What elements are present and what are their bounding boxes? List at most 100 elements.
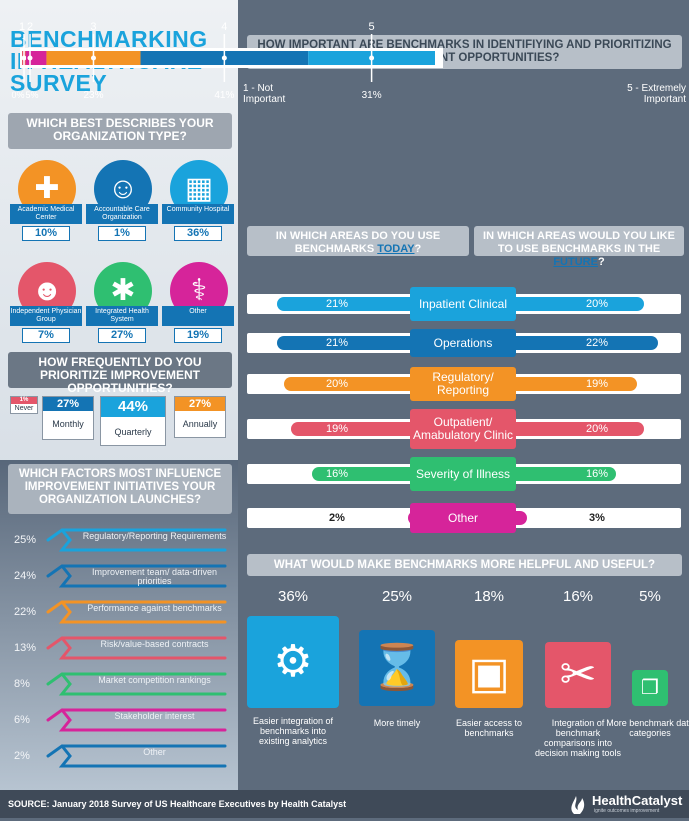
helpful-label: More timely <box>373 718 421 728</box>
importance-pct-label: 0% <box>11 90 24 100</box>
future-bar <box>506 336 658 350</box>
importance-marker-dot <box>369 55 375 61</box>
today-pct: 20% <box>325 378 349 390</box>
factor-pct: 24% <box>14 570 37 582</box>
org-type-question: WHICH BEST DESCRIBES YOUR ORGANIZATION T… <box>8 113 232 149</box>
helpful-label: Easier access to benchmarks <box>455 718 523 738</box>
importance-pct-label: 5% <box>25 90 38 100</box>
today-bar <box>277 336 422 350</box>
today-question-text: IN WHICH AREAS DO YOU USE BENCHMARKS <box>275 230 441 255</box>
org-type-label: Integrated Health System <box>86 306 158 326</box>
org-type-pct: 19% <box>174 328 222 343</box>
today-pct: 2% <box>329 512 345 524</box>
calendar-monthly: 27% Monthly <box>42 396 94 440</box>
today-bar <box>311 467 422 481</box>
factor-pct: 2% <box>14 750 30 762</box>
documents-icon: ❐ <box>632 670 668 706</box>
calendar-pct: 1% <box>11 397 37 404</box>
importance-rating-label: 2 <box>27 21 33 33</box>
factor-label: Stakeholder interest <box>114 711 195 721</box>
calendar-pct: 27% <box>175 397 225 411</box>
future-pct: 16% <box>585 468 609 480</box>
helpful-pct: 25% <box>381 588 413 605</box>
area-category-label: Severity of Illness <box>410 457 516 491</box>
area-category-label: Other <box>410 503 516 533</box>
importance-segment-2 <box>26 51 47 65</box>
today-pct: 21% <box>325 298 349 310</box>
source-text: SOURCE: January 2018 Survey of US Health… <box>8 799 347 809</box>
importance-pct-label: 41% <box>214 90 234 101</box>
today-emphasis: TODAY <box>377 243 415 255</box>
future-emphasis: FUTURE <box>553 256 598 268</box>
helpful-pct: 5% <box>639 588 661 605</box>
factor-pct: 6% <box>14 714 30 726</box>
importance-chart: 1 0% 2 5% 3 23% 4 41% 5 31% <box>11 21 443 101</box>
importance-rating-label: 5 <box>369 21 375 33</box>
org-type-label: Community Hospital <box>162 204 234 224</box>
area-category-label: Operations <box>410 329 516 357</box>
future-bar <box>506 297 644 311</box>
brand-tagline: ignite outcomes improvement <box>594 808 660 814</box>
footer: SOURCE: January 2018 Survey of US Health… <box>0 790 689 818</box>
calendar-annually: 27% Annually <box>174 396 226 438</box>
brand-name: HealthCatalyst <box>592 793 683 808</box>
helpful-pct: 36% <box>277 588 309 605</box>
factor-bracket <box>46 600 227 624</box>
today-pct: 19% <box>325 423 349 435</box>
importance-rating-label: 4 <box>221 21 227 33</box>
helpful-label: Integration of benchmark comparisons int… <box>534 718 622 758</box>
integration-gear-icon: ⚙ <box>247 616 339 708</box>
flame-logo-icon <box>566 794 594 816</box>
today-pct: 16% <box>325 468 349 480</box>
future-pct: 3% <box>589 512 605 524</box>
importance-marker-dot <box>221 55 227 61</box>
calendar-quarterly: 44% Quarterly <box>100 396 166 446</box>
future-question-text: IN WHICH AREAS WOULD YOU LIKE TO USE BEN… <box>483 230 675 255</box>
future-bar <box>506 377 638 391</box>
calendar-pct: 27% <box>43 397 93 411</box>
importance-pct-label: 23% <box>83 90 103 101</box>
future-pct: 19% <box>585 378 609 390</box>
importance-pct-label: 31% <box>362 90 382 101</box>
org-type-pct: 36% <box>174 226 222 241</box>
importance-marker-dot <box>21 55 27 61</box>
org-type-label: Independent Physician Group <box>10 306 82 326</box>
future-question-mark: ? <box>597 256 605 268</box>
org-type-pct: 27% <box>98 328 146 343</box>
hourglass-icon: ⌛ <box>359 630 435 706</box>
calendar-label: Never <box>14 405 34 412</box>
factors-question: WHICH FACTORS MOST INFLUENCE IMPROVEMENT… <box>8 464 232 514</box>
helpful-label: Easier integration of benchmarks into ex… <box>252 716 334 746</box>
future-pct: 20% <box>585 298 609 310</box>
factor-bracket <box>46 672 227 696</box>
future-bar <box>506 422 644 436</box>
org-type-label: Other <box>162 306 234 326</box>
importance-rating-label: 1 <box>19 21 25 33</box>
calendar-label: Annually <box>182 419 218 429</box>
factor-label: Market competition rankings <box>98 675 211 685</box>
today-bar <box>290 422 422 436</box>
factor-label: Regulatory/Reporting Requirements <box>82 531 227 541</box>
today-pct: 21% <box>325 337 349 349</box>
org-type-label: Accountable Care Organization <box>86 204 158 224</box>
areas-future-question: IN WHICH AREAS WOULD YOU LIKE TO USE BEN… <box>474 226 684 268</box>
area-category-label: Regulatory/ Reporting <box>410 367 516 401</box>
importance-marker-dot <box>27 55 33 61</box>
org-type-pct: 1% <box>98 226 146 241</box>
area-category-label: Inpatient Clinical <box>410 287 516 321</box>
factor-pct: 25% <box>14 534 37 546</box>
future-pct: 22% <box>585 337 609 349</box>
factor-pct: 22% <box>14 606 37 618</box>
monitor-icon: ▣ <box>455 640 523 708</box>
today-question-mark: ? <box>414 243 422 255</box>
areas-today-question: IN WHICH AREAS DO YOU USE BENCHMARKS TOD… <box>247 226 469 256</box>
area-category-label: Outpatient/ Amabulatory Clinic <box>410 409 516 449</box>
importance-high-label: 5 - Extremely Important <box>627 83 686 105</box>
left-lower-panel <box>0 460 238 790</box>
today-bar <box>277 297 422 311</box>
factor-label: Other <box>143 747 166 757</box>
calendar-label: Monthly <box>52 419 84 429</box>
importance-marker-dot <box>90 55 96 61</box>
factor-label: Improvement team/ data-driven priorities <box>91 567 218 586</box>
calendar-never: 1% Never <box>10 396 38 414</box>
